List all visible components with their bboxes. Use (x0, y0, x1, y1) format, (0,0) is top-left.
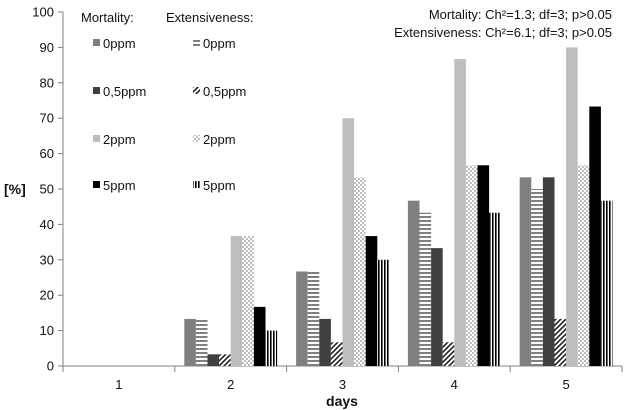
y-tick-label: 100 (32, 5, 54, 20)
bar-mortality-5ppm-day-4 (477, 165, 490, 366)
bar-mortality-2ppm-day-2 (230, 236, 243, 366)
legend-swatch-extensiveness-0-5ppm (193, 87, 200, 94)
legend-swatch-mortality-2ppm (93, 135, 100, 142)
legend-label-mortality-5ppm: 5ppm (103, 178, 136, 193)
bar-mortality-0-5ppm-day-5 (542, 177, 555, 366)
y-axis-title: [%] (4, 181, 26, 197)
bar-mortality-0-5ppm-day-4 (431, 248, 443, 366)
bar-mortality-2ppm-day-5 (566, 47, 578, 367)
legend-label-mortality-0-5ppm: 0,5ppm (103, 84, 146, 99)
bar-mortality-0ppm-day-2 (184, 318, 196, 366)
bar-mortality-5ppm-day-2 (253, 306, 266, 366)
bar-extensiveness-0ppm-day-3 (307, 271, 320, 366)
bar-mortality-2ppm-day-3 (342, 118, 355, 366)
legend: Mortality: Extensiveness: 0ppm 0ppm 0,5ppm 0,… (81, 10, 253, 193)
bar-mortality-0-5ppm-day-2 (207, 354, 220, 366)
x-axis-title: days (326, 393, 358, 409)
y-tick-label: 10 (40, 323, 54, 338)
bar-mortality-5ppm-day-3 (365, 236, 378, 366)
y-tick-label: 40 (40, 217, 54, 232)
bar-mortality-0-5ppm-day-3 (319, 318, 331, 366)
legend-label-extensiveness-0-5ppm: 0,5ppm (203, 84, 246, 99)
legend-label-extensiveness-2ppm: 2ppm (203, 132, 236, 147)
y-tick-label: 90 (40, 40, 54, 55)
y-tick-label: 80 (40, 75, 54, 90)
bar-extensiveness-5ppm-day-4 (489, 212, 501, 366)
legend-swatch-extensiveness-2ppm (193, 135, 200, 142)
legend-label-mortality-0ppm: 0ppm (103, 36, 136, 51)
y-tick-label: 70 (40, 111, 54, 126)
y-tick-label: 30 (40, 252, 54, 267)
bar-extensiveness-0ppm-day-5 (531, 189, 543, 366)
y-tick-label: 50 (40, 182, 54, 197)
bar-extensiveness-0ppm-day-2 (195, 318, 208, 366)
legend-swatch-mortality-5ppm (93, 181, 100, 188)
x-tick-label: 1 (115, 377, 122, 392)
bar-extensiveness-0-5ppm-day-3 (330, 342, 343, 366)
bar-extensiveness-0-5ppm-day-5 (554, 318, 567, 366)
bar-mortality-2ppm-day-4 (454, 59, 466, 366)
x-tick-label: 2 (227, 377, 234, 392)
x-tick-label: 5 (562, 377, 569, 392)
bar-extensiveness-2ppm-day-3 (354, 177, 366, 366)
legend-label-extensiveness-0ppm: 0ppm (203, 36, 236, 51)
legend-label-extensiveness-5ppm: 5ppm (203, 178, 236, 193)
bar-extensiveness-2ppm-day-5 (577, 165, 590, 366)
legend-swatch-extensiveness-0ppm (193, 39, 200, 46)
bar-extensiveness-5ppm-day-2 (265, 330, 278, 366)
bar-extensiveness-0ppm-day-4 (419, 212, 432, 366)
legend-swatch-mortality-0ppm (93, 39, 100, 46)
stats-annotation-extensiveness: Extensiveness: Ch²=6.1; df=3; p>0.05 (394, 25, 612, 40)
stats-annotation-mortality: Mortality: Ch²=1.3; df=3; p>0.05 (429, 7, 612, 22)
bar-mortality-0ppm-day-4 (407, 200, 420, 366)
bar-extensiveness-2ppm-day-4 (465, 165, 478, 366)
bar-mortality-0ppm-day-5 (519, 177, 532, 366)
bars (184, 47, 613, 367)
y-tick-label: 0 (47, 359, 54, 374)
bar-mortality-5ppm-day-5 (589, 106, 601, 367)
legend-label-mortality-2ppm: 2ppm (103, 132, 136, 147)
bar-extensiveness-2ppm-day-2 (242, 236, 254, 366)
legend-swatch-extensiveness-5ppm (193, 181, 200, 188)
bar-extensiveness-5ppm-day-3 (377, 259, 389, 366)
bar-extensiveness-0-5ppm-day-4 (442, 342, 455, 366)
bar-mortality-0ppm-day-3 (296, 271, 308, 366)
y-tick-label: 20 (40, 288, 54, 303)
bar-extensiveness-0-5ppm-day-2 (219, 354, 231, 366)
x-tick-label: 4 (451, 377, 458, 392)
bar-extensiveness-5ppm-day-5 (600, 200, 613, 366)
x-tick-label: 3 (339, 377, 346, 392)
legend-header-mortality: Mortality: (81, 10, 134, 25)
legend-header-extensiveness: Extensiveness: (166, 10, 253, 25)
y-tick-label: 60 (40, 146, 54, 161)
legend-swatch-mortality-0-5ppm (93, 87, 100, 94)
